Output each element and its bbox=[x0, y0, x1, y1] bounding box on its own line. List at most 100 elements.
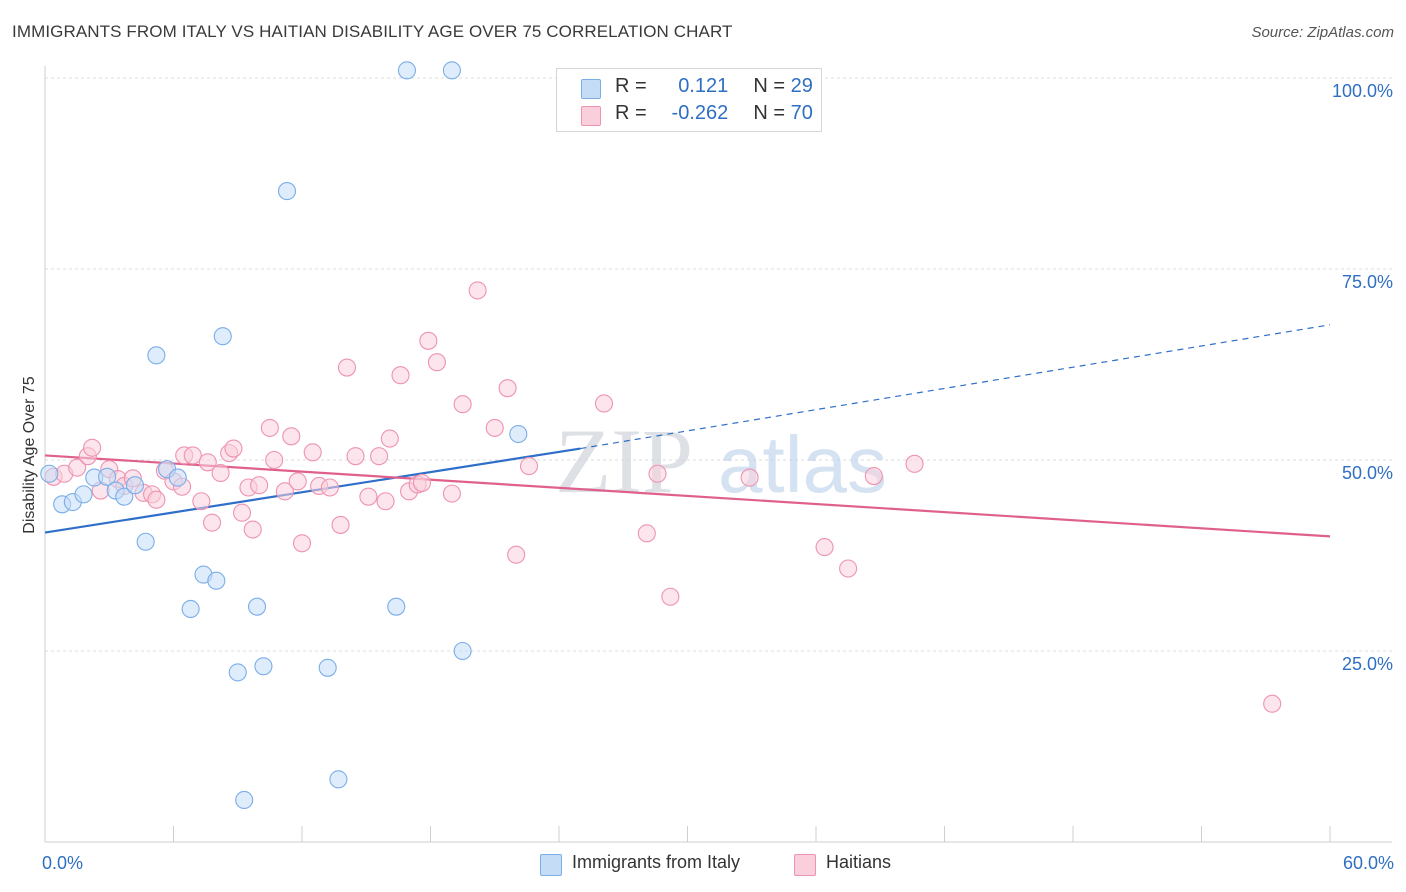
italy-point bbox=[318, 658, 337, 677]
italy-trend-extension bbox=[580, 324, 1331, 450]
italy-point bbox=[228, 663, 247, 682]
haitian-point bbox=[243, 520, 262, 539]
haitian-point bbox=[864, 466, 883, 486]
n-value: 29 bbox=[790, 75, 813, 97]
y-tick-label: 25.0% bbox=[1342, 654, 1393, 674]
haitian-point bbox=[648, 464, 667, 483]
haitian-point bbox=[292, 534, 312, 553]
haitian-point bbox=[359, 487, 378, 506]
italy-point bbox=[147, 346, 166, 365]
haitian-point bbox=[68, 458, 87, 477]
haitian-point bbox=[370, 447, 389, 466]
italy-point bbox=[247, 597, 267, 616]
italy-point bbox=[397, 61, 416, 80]
watermark-zip: ZIP bbox=[555, 410, 693, 512]
haitian-point bbox=[519, 457, 539, 476]
r-value: -0.262 bbox=[671, 102, 729, 124]
haitian-point bbox=[346, 447, 365, 466]
haitian-point bbox=[498, 379, 517, 398]
r-label: R = bbox=[615, 102, 647, 124]
haitian-point bbox=[453, 395, 472, 414]
haitian-point bbox=[282, 427, 301, 446]
haitian-point bbox=[232, 503, 252, 522]
italy-point bbox=[387, 597, 406, 616]
haitian-trend-line bbox=[44, 454, 1331, 538]
haitian-point bbox=[380, 429, 399, 448]
correlation-legend: R = 0.121 N = 29 R = -0.262 N = 70 bbox=[556, 68, 822, 132]
italy-point bbox=[168, 468, 187, 487]
haitian-point bbox=[485, 418, 504, 437]
haitian-point bbox=[147, 490, 166, 509]
haitian-point bbox=[183, 446, 202, 465]
italy-point bbox=[213, 327, 232, 346]
haitian-point bbox=[815, 538, 834, 557]
data-points bbox=[40, 61, 1282, 810]
n-label: N = bbox=[753, 75, 786, 97]
haitian-point bbox=[594, 394, 614, 413]
haitian-point bbox=[198, 453, 217, 472]
legend-swatch-haitians bbox=[794, 854, 816, 876]
legend-swatch-italy bbox=[540, 854, 562, 876]
italy-point bbox=[329, 770, 348, 789]
haitian-point bbox=[839, 559, 858, 578]
haitian-point bbox=[224, 439, 243, 458]
haitian-point bbox=[265, 450, 284, 470]
haitian-point bbox=[637, 524, 656, 543]
italy-point bbox=[277, 182, 297, 201]
y-tick-label: 50.0% bbox=[1342, 463, 1393, 483]
axes bbox=[44, 66, 1392, 843]
haitian-point bbox=[905, 454, 924, 473]
y-tick-label: 100.0% bbox=[1332, 81, 1393, 101]
source-label: Source: ZipAtlas.com bbox=[1251, 24, 1394, 41]
haitian-point bbox=[337, 358, 357, 377]
haitian-point bbox=[288, 472, 307, 491]
x-tick-label-max: 60.0% bbox=[1342, 853, 1394, 873]
haitian-point bbox=[203, 513, 222, 532]
n-value: 70 bbox=[790, 102, 813, 124]
haitian-point bbox=[250, 476, 269, 495]
haitian-point bbox=[83, 438, 102, 457]
legend-swatch-italy bbox=[581, 79, 601, 99]
italy-point bbox=[453, 641, 472, 661]
haitian-point bbox=[507, 545, 526, 564]
r-value: 0.121 bbox=[678, 75, 729, 97]
haitian-point bbox=[740, 468, 759, 487]
n-label: N = bbox=[753, 102, 786, 124]
watermark: ZIP atlas bbox=[555, 410, 887, 512]
haitian-point bbox=[412, 473, 431, 492]
haitian-point bbox=[192, 492, 211, 511]
italy-point bbox=[509, 424, 528, 444]
italy-point bbox=[235, 790, 254, 810]
haitian-point bbox=[419, 331, 438, 350]
series-legend: Immigrants from Italy Haitians bbox=[0, 852, 1406, 878]
haitian-point bbox=[303, 443, 322, 462]
italy-point bbox=[98, 467, 117, 486]
haitian-point bbox=[211, 463, 230, 483]
italy-point bbox=[74, 485, 93, 504]
italy-point bbox=[207, 571, 226, 590]
legend-label-italy: Immigrants from Italy bbox=[572, 852, 741, 872]
haitian-point bbox=[1263, 694, 1282, 713]
haitian-point bbox=[275, 482, 294, 501]
italy-point bbox=[442, 61, 461, 80]
y-tick-labels: 25.0% 50.0% 75.0% 100.0% bbox=[1332, 81, 1393, 674]
italy-point bbox=[115, 487, 134, 506]
italy-point bbox=[136, 532, 155, 551]
italy-point bbox=[40, 464, 59, 483]
haitian-point bbox=[376, 492, 395, 511]
grid-lines bbox=[45, 77, 1392, 652]
haitian-point bbox=[260, 418, 279, 437]
chart-title: IMMIGRANTS FROM ITALY VS HAITIAN DISABIL… bbox=[12, 22, 733, 41]
x-tick-label-min: 0.0% bbox=[42, 853, 84, 873]
legend-label-haitians: Haitians bbox=[826, 852, 892, 872]
haitian-point bbox=[331, 515, 350, 534]
italy-point bbox=[254, 657, 273, 676]
legend-swatch-haitians bbox=[581, 106, 601, 126]
haitian-point bbox=[468, 281, 487, 300]
haitian-point bbox=[320, 478, 339, 497]
italy-point bbox=[125, 476, 144, 495]
haitian-point bbox=[661, 587, 680, 606]
r-label: R = bbox=[615, 75, 647, 97]
haitian-point bbox=[427, 353, 446, 372]
y-tick-label: 75.0% bbox=[1342, 272, 1393, 292]
